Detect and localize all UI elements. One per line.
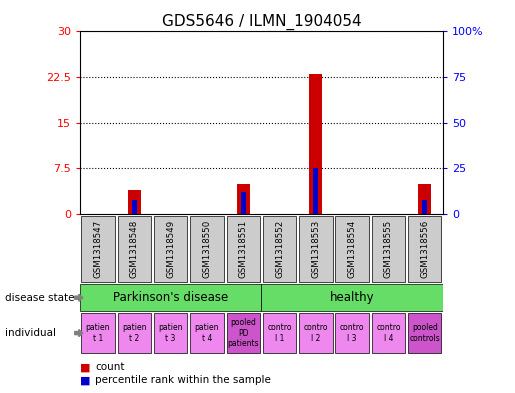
Text: pooled
controls: pooled controls <box>409 323 440 343</box>
Text: patien
t 1: patien t 1 <box>85 323 110 343</box>
Bar <box>418 184 431 214</box>
Title: GDS5646 / ILMN_1904054: GDS5646 / ILMN_1904054 <box>162 14 361 30</box>
Text: contro
l 4: contro l 4 <box>376 323 401 343</box>
Bar <box>310 74 322 214</box>
Bar <box>299 313 333 353</box>
Text: disease state: disease state <box>5 293 75 303</box>
Text: GSM1318549: GSM1318549 <box>166 220 175 277</box>
Bar <box>408 313 441 353</box>
Text: contro
l 1: contro l 1 <box>267 323 292 343</box>
Bar <box>81 215 115 281</box>
Text: contro
l 2: contro l 2 <box>303 323 328 343</box>
Bar <box>117 313 151 353</box>
Text: GSM1318554: GSM1318554 <box>348 219 356 278</box>
Text: count: count <box>95 362 125 373</box>
Text: GSM1318547: GSM1318547 <box>94 219 102 278</box>
Text: GSM1318556: GSM1318556 <box>420 219 429 278</box>
Bar <box>227 313 260 353</box>
Bar <box>263 215 296 281</box>
Bar <box>335 313 369 353</box>
Bar <box>408 215 441 281</box>
Text: healthy: healthy <box>330 291 374 304</box>
Text: pooled
PD
patients: pooled PD patients <box>228 318 259 348</box>
Bar <box>241 192 246 214</box>
Bar <box>263 313 296 353</box>
Text: GSM1318550: GSM1318550 <box>202 219 211 278</box>
Bar <box>299 215 333 281</box>
Bar <box>314 169 318 214</box>
Bar <box>117 215 151 281</box>
Bar <box>132 200 136 214</box>
Bar <box>372 215 405 281</box>
Bar <box>128 190 141 214</box>
Text: contro
l 3: contro l 3 <box>340 323 365 343</box>
Text: patien
t 4: patien t 4 <box>195 323 219 343</box>
Bar <box>237 184 250 214</box>
Text: patien
t 2: patien t 2 <box>122 323 147 343</box>
Text: ■: ■ <box>80 362 90 373</box>
Text: percentile rank within the sample: percentile rank within the sample <box>95 375 271 386</box>
Bar <box>372 313 405 353</box>
Bar <box>154 215 187 281</box>
Bar <box>335 215 369 281</box>
Bar <box>422 200 427 214</box>
Bar <box>80 284 261 311</box>
Text: GSM1318552: GSM1318552 <box>275 219 284 278</box>
Bar <box>154 313 187 353</box>
Text: Parkinson's disease: Parkinson's disease <box>113 291 228 304</box>
Text: GSM1318551: GSM1318551 <box>239 219 248 278</box>
Text: patien
t 3: patien t 3 <box>158 323 183 343</box>
Text: GSM1318548: GSM1318548 <box>130 219 139 278</box>
Text: ■: ■ <box>80 375 90 386</box>
Bar <box>190 313 224 353</box>
Text: individual: individual <box>5 328 56 338</box>
Text: GSM1318553: GSM1318553 <box>312 219 320 278</box>
Bar <box>261 284 443 311</box>
Text: GSM1318555: GSM1318555 <box>384 219 393 278</box>
Bar <box>81 313 115 353</box>
Bar <box>190 215 224 281</box>
Bar <box>227 215 260 281</box>
